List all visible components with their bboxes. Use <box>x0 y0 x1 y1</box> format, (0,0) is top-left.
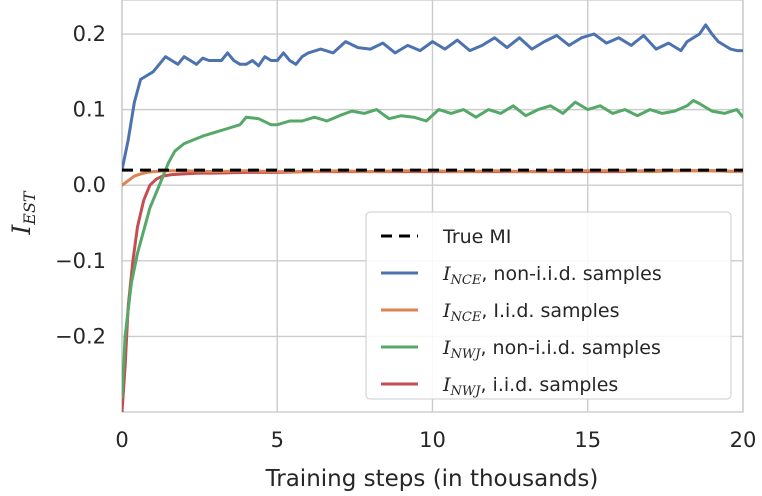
y-tick-label: −0.1 <box>55 249 106 273</box>
y-tick-label: 0.2 <box>73 22 106 46</box>
x-tick-label: 5 <box>271 428 284 452</box>
series-line <box>122 99 743 399</box>
legend-entry: INCE, I.i.d. samples <box>442 300 620 325</box>
legend-entry: INWJ, i.i.d. samples <box>442 374 618 399</box>
legend: True MI INCE, non-i.i.d. samples INCE, I.i… <box>365 211 732 400</box>
y-tick-label: 0.1 <box>73 98 106 122</box>
x-tick-label: 15 <box>574 428 601 452</box>
series-layer <box>122 23 743 412</box>
y-tick-label: −0.2 <box>55 324 106 348</box>
y-axis-label: IEST <box>7 190 39 236</box>
y-axis-label-sub: EST <box>20 190 39 226</box>
plot-frame <box>121 0 744 413</box>
x-tick-label: 0 <box>115 428 128 452</box>
x-tick-label: 10 <box>419 428 446 452</box>
x-axis-label: Training steps (in thousands) <box>265 466 599 492</box>
svg-text:IEST: IEST <box>7 190 39 236</box>
y-tick-label: 0.0 <box>73 173 106 197</box>
y-axis-label-main: I <box>7 224 36 236</box>
legend-box <box>365 211 732 400</box>
x-tick-label: 20 <box>730 428 757 452</box>
series-line <box>122 23 743 172</box>
tick-labels: 0 5 10 15 20 0.2 0.1 0.0 −0.1 −0.2 <box>55 22 756 452</box>
legend-entry: True MI <box>442 226 511 248</box>
legend-entry: INWJ, non-i.i.d. samples <box>442 337 661 362</box>
legend-entry: INCE, non-i.i.d. samples <box>442 263 662 288</box>
